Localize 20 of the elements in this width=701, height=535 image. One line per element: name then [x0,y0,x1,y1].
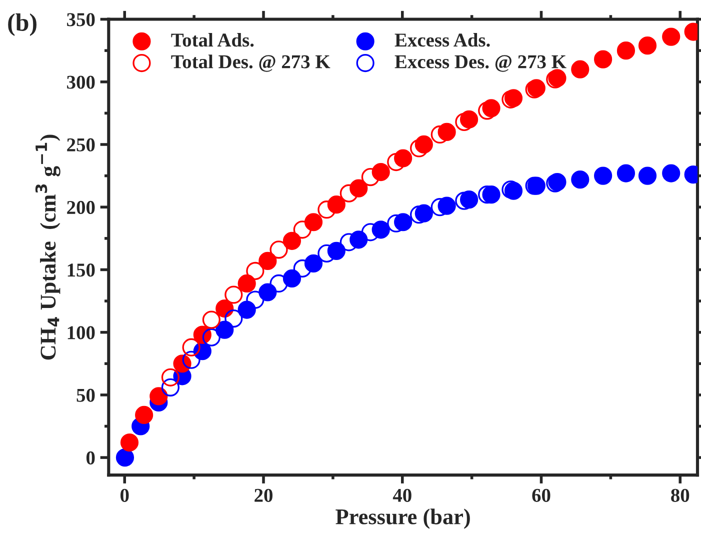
x-tick-label: 40 [392,488,412,502]
y-tick-label: 50 [76,388,95,402]
x-tick-label: 20 [254,488,272,502]
legend-label: Excess Ads. [394,32,490,47]
y-tick-label: 150 [68,264,95,277]
legend-label: Total Des. @ 273 K [171,54,330,72]
y-tick-label: 0 [86,451,95,464]
y-tick-label: 250 [67,138,95,152]
x-tick-label: 60 [532,488,550,502]
chart-title: (b) [8,13,36,36]
x-tick-label: 0 [120,488,129,502]
x-axis-title: Pressure (bar) [336,508,470,529]
y-tick-label: 200 [67,200,95,214]
y-axis-title: CH$_{4}$ Uptake (cm$^{3}$ g$^{−1}$) [35,134,60,360]
legend-label: Total Ads. [171,32,254,47]
y-tick-label: 350 [67,13,95,26]
x-tick-label: 80 [671,488,690,502]
legend-label: Excess Des. @ 273 K [394,55,566,72]
y-tick-label: 100 [68,326,95,340]
y-tick-label: 300 [67,76,95,89]
